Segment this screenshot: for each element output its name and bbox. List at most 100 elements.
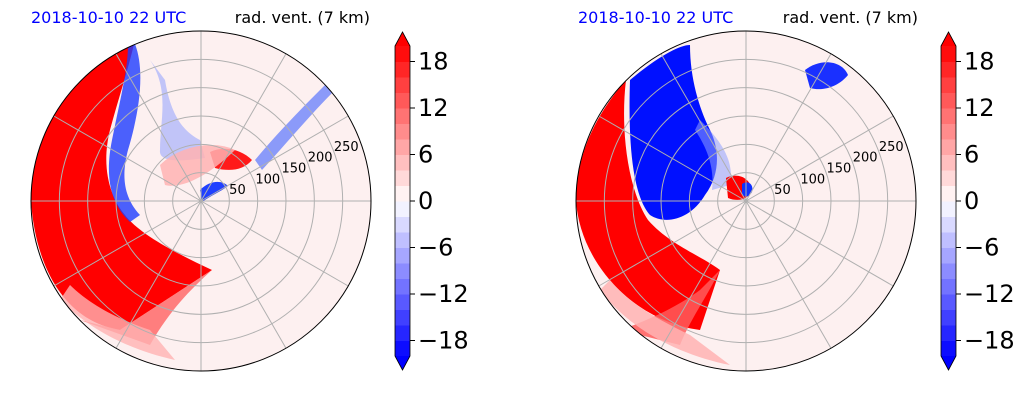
panel-0-colorbar-level-0 (395, 340, 410, 357)
panel-left-title-date: 2018-10-10 22 UTC (31, 8, 186, 27)
panel-0-colorbar-level-19 (395, 46, 410, 62)
panel-0-colorbar-extend-max (395, 32, 410, 46)
panel-0-colorbar-level-15 (395, 108, 410, 124)
panel-0-colorbar-extend-min (395, 356, 410, 370)
panel-1-colorbar-level-13 (941, 139, 956, 155)
panel-right-field-negative-core (742, 182, 753, 197)
panel-0-colorbar-level-17 (395, 77, 410, 93)
panel-0-colorbar-level-7 (395, 232, 410, 248)
panel-1-colorbar-level-18 (941, 61, 956, 78)
panel-1-grid-spoke-240 (660, 200, 747, 349)
panel-right-field-positive-west (576, 80, 720, 330)
panel-1-colorbar-level-14 (941, 123, 956, 140)
panel-0-grid-spoke-30 (200, 115, 349, 202)
panel-1-colorbar-level-15 (941, 108, 956, 124)
panel-1-colorbar-tick-label-4: −6 (964, 234, 999, 262)
panel-0-radial-label-150: 150 (282, 161, 307, 176)
panel-left-grid (31, 31, 371, 371)
panel-1-grid-spoke-60 (745, 53, 832, 202)
panel-0-colorbar-level-10 (395, 185, 410, 202)
panel-left-field-negative-band (108, 44, 141, 222)
panel-1-colorbar-tick-label-3: 0 (964, 187, 979, 215)
panel-0-colorbar-level-9 (395, 201, 410, 217)
panel-left-colorbar (394, 31, 411, 371)
panel-1-colorbar-level-5 (941, 263, 956, 279)
panel-1-colorbar-extend-min (941, 356, 956, 370)
panel-0-colorbar-tick-label-1: 12 (418, 94, 449, 122)
panel-1-colorbar-tick-label-1: 12 (964, 94, 995, 122)
panel-0-colorbar-level-2 (395, 309, 410, 326)
panel-0-colorbar-level-16 (395, 92, 410, 109)
panel-0-colorbar-level-5 (395, 263, 410, 279)
panel-0-colorbar-level-8 (395, 216, 410, 233)
panel-0-colorbar-tick-label-2: 6 (418, 141, 433, 169)
panel-1-colorbar-level-9 (941, 201, 956, 217)
panel-1-grid-spoke-30 (745, 115, 894, 202)
panel-1-colorbar-level-10 (941, 185, 956, 202)
panel-1-colorbar-tick-label-0: 18 (964, 48, 995, 76)
panel-1-grid-spoke-120 (660, 53, 747, 202)
panel-1-radial-label-200: 200 (853, 151, 878, 166)
panel-1-colorbar-tick-label-6: −18 (964, 327, 1015, 355)
panel-left-field-negative-streak (255, 80, 335, 170)
panel-left-field-positive-south-light (60, 285, 175, 360)
panel-0-colorbar-tick-label-3: 0 (418, 187, 433, 215)
panel-1-colorbar-level-17 (941, 77, 956, 93)
panel-0-grid-spoke-330 (200, 200, 349, 287)
panel-right-colorbar (940, 31, 957, 371)
panel-0-colorbar-level-4 (395, 278, 410, 295)
panel-1-colorbar-level-16 (941, 92, 956, 109)
panel-1-grid-spoke-330 (745, 200, 894, 287)
panel-left-title-variable: rad. vent. (7 km) (235, 8, 370, 27)
panel-0-grid-spoke-240 (115, 200, 202, 349)
panel-1-colorbar-outline (940, 31, 957, 371)
panel-right-field-negative-north (805, 62, 848, 90)
panel-1-grid-spoke-150 (598, 115, 747, 202)
panel-right-outer-boundary (575, 30, 917, 372)
panel-0-radial-label-200: 200 (308, 151, 333, 166)
panel-1-colorbar-tick-label-5: −12 (964, 280, 1015, 308)
panel-left-field-negative-band-light (150, 60, 205, 161)
panel-1-colorbar-level-4 (941, 278, 956, 295)
panel-right: 2018-10-10 22 UTC rad. vent. (7 km) 50 10… (575, 8, 918, 372)
panel-0-grid-spoke-150 (53, 115, 202, 202)
panel-0-colorbar-tick-label-0: 18 (418, 48, 449, 76)
panel-1-colorbar-level-7 (941, 232, 956, 248)
panel-right-grid (576, 31, 916, 371)
panel-right-title-date: 2018-10-10 22 UTC (578, 8, 733, 27)
panel-0-colorbar-level-11 (395, 170, 410, 186)
panel-1-colorbar-level-6 (941, 247, 956, 264)
panel-left-field-positive-core-light (160, 145, 235, 186)
panel-0-colorbar-level-13 (395, 139, 410, 155)
panel-0-radial-label-100: 100 (255, 172, 280, 187)
panel-0-colorbar-level-1 (395, 325, 410, 341)
panel-0-colorbar-tick-label-4: −6 (418, 234, 453, 262)
panel-1-radial-label-50: 50 (774, 183, 791, 198)
panel-1-colorbar-level-11 (941, 170, 956, 186)
panel-0-grid-spoke-60 (200, 53, 287, 202)
panel-0-radial-label-50: 50 (229, 183, 246, 198)
panel-0-colorbar-level-18 (395, 61, 410, 78)
panel-0-colorbar-level-12 (395, 154, 410, 171)
panel-right-title-variable: rad. vent. (7 km) (783, 8, 918, 27)
panel-1-colorbar-level-3 (941, 294, 956, 310)
panel-1-colorbar-level-1 (941, 325, 956, 341)
panel-left-colorbar-ticks: 18 12 6 0 −6 −12 −18 (410, 48, 469, 355)
panel-1-colorbar-level-19 (941, 46, 956, 62)
panel-1-colorbar-level-12 (941, 154, 956, 171)
panel-0-grid-spoke-210 (53, 200, 202, 287)
panel-1-radial-label-250: 250 (879, 140, 904, 155)
panel-0-colorbar-level-14 (395, 123, 410, 140)
panel-right-colorbar-ticks: 18 12 6 0 −6 −12 −18 (956, 48, 1015, 355)
panel-0-colorbar-level-3 (395, 294, 410, 310)
panel-left: 2018-10-10 22 UTC rad. vent. (7 km) 50 10… (30, 8, 372, 372)
panel-0-colorbar-tick-label-5: −12 (418, 280, 469, 308)
panel-0-colorbar-tick-label-6: −18 (418, 327, 469, 355)
panel-1-colorbar-level-2 (941, 309, 956, 326)
panel-1-colorbar-extend-max (941, 32, 956, 46)
panel-right-field-positive-south-light (600, 280, 730, 365)
panel-0-colorbar-level-6 (395, 247, 410, 264)
